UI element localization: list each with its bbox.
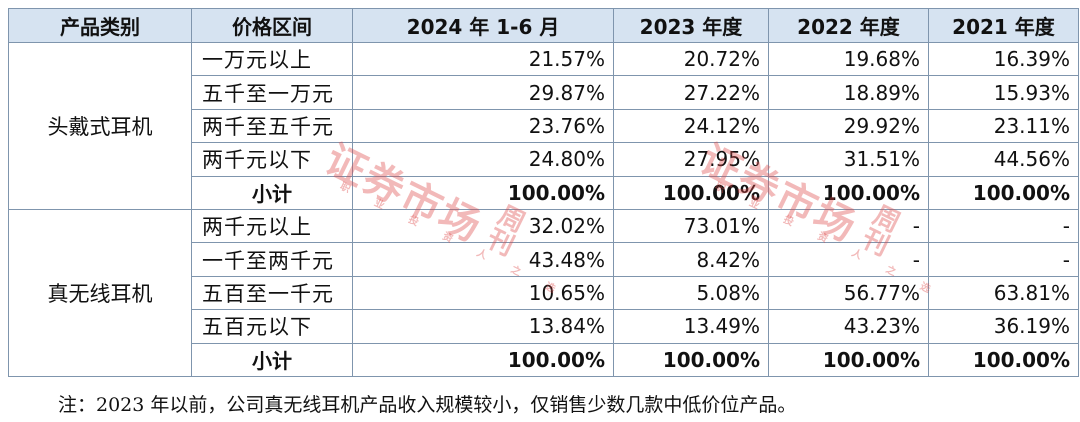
table-row: 五百元以下 13.84% 13.49% 43.23% 36.19% <box>9 309 1079 344</box>
subtotal-value: 100.00% <box>928 175 1079 210</box>
header-category: 产品类别 <box>8 8 192 43</box>
footnote: 注：2023 年以前，公司真无线耳机产品收入规模较小，仅销售少数几款中低价位产品… <box>58 394 797 416</box>
value-cell: - <box>928 242 1079 277</box>
subtotal-value: 100.00% <box>928 342 1079 377</box>
value-cell: 21.57% <box>352 41 614 77</box>
value-cell: 29.87% <box>352 75 614 110</box>
value-cell: 27.95% <box>613 142 769 177</box>
subtotal-label: 小计 <box>191 342 353 377</box>
table-row: 头戴式耳机 一万元以上 21.57% 20.72% 19.68% 16.39% <box>8 41 1079 210</box>
value-cell: 31.51% <box>768 142 929 177</box>
value-cell: 56.77% <box>768 275 929 311</box>
value-cell: 10.65% <box>352 275 614 311</box>
value-cell: 24.12% <box>613 108 769 144</box>
table-row: 真无线耳机 两千元以上 32.02% 73.01% - - <box>8 208 1079 377</box>
subtotal-row: 小计 100.00% 100.00% 100.00% 100.00% <box>9 342 1079 377</box>
subtotal-value: 100.00% <box>768 175 929 210</box>
value-cell: 15.93% <box>928 75 1079 110</box>
value-cell: - <box>768 208 929 244</box>
table-row: 两千元以下 24.80% 27.95% 31.51% 44.56% <box>9 142 1079 177</box>
value-cell: 16.39% <box>928 41 1079 77</box>
range-cell: 两千元以上 <box>191 208 353 244</box>
value-cell: 44.56% <box>928 142 1079 177</box>
range-cell: 两千至五千元 <box>191 108 353 144</box>
subtotal-value: 100.00% <box>352 342 614 377</box>
table-row: 五百至一千元 10.65% 5.08% 56.77% 63.81% <box>9 275 1079 311</box>
header-2023: 2023 年度 <box>613 8 769 43</box>
value-cell: 73.01% <box>613 208 769 244</box>
subtotal-label: 小计 <box>191 175 353 210</box>
value-cell: 32.02% <box>352 208 614 244</box>
header-2024h1: 2024 年 1-6 月 <box>352 8 614 43</box>
subtotal-value: 100.00% <box>768 342 929 377</box>
value-cell: 20.72% <box>613 41 769 77</box>
value-cell: 13.84% <box>352 309 614 344</box>
header-2021: 2021 年度 <box>928 8 1079 43</box>
subtotal-value: 100.00% <box>613 175 769 210</box>
value-cell: 43.23% <box>768 309 929 344</box>
range-cell: 一万元以上 <box>191 41 353 77</box>
value-cell: 23.76% <box>352 108 614 144</box>
header-row: 产品类别 价格区间 2024 年 1-6 月 2023 年度 2022 年度 2… <box>8 8 1079 43</box>
value-cell: 23.11% <box>928 108 1079 144</box>
value-cell: 63.81% <box>928 275 1079 311</box>
value-cell: - <box>768 242 929 277</box>
header-2022: 2022 年度 <box>768 8 929 43</box>
value-cell: 29.92% <box>768 108 929 144</box>
value-cell: 8.42% <box>613 242 769 277</box>
range-cell: 五百至一千元 <box>191 275 353 311</box>
subtotal-row: 小计 100.00% 100.00% 100.00% 100.00% <box>9 175 1079 210</box>
subtotal-value: 100.00% <box>352 175 614 210</box>
data-table: 产品类别 价格区间 2024 年 1-6 月 2023 年度 2022 年度 2… <box>8 8 1079 377</box>
value-cell: 43.48% <box>352 242 614 277</box>
value-cell: 19.68% <box>768 41 929 77</box>
header-price-range: 价格区间 <box>191 8 353 43</box>
range-cell: 一千至两千元 <box>191 242 353 277</box>
category-cell: 头戴式耳机 <box>8 42 192 210</box>
value-cell: 27.22% <box>613 75 769 110</box>
value-cell: 18.89% <box>768 75 929 110</box>
value-cell: 13.49% <box>613 309 769 344</box>
range-cell: 两千元以下 <box>191 142 353 177</box>
value-cell: - <box>928 208 1079 244</box>
value-cell: 36.19% <box>928 309 1079 344</box>
range-cell: 五千至一万元 <box>191 75 353 110</box>
category-cell: 真无线耳机 <box>8 208 192 377</box>
table-row: 一千至两千元 43.48% 8.42% - - <box>9 242 1079 277</box>
value-cell: 24.80% <box>352 142 614 177</box>
range-cell: 五百元以下 <box>191 309 353 344</box>
subtotal-value: 100.00% <box>613 342 769 377</box>
value-cell: 5.08% <box>613 275 769 311</box>
